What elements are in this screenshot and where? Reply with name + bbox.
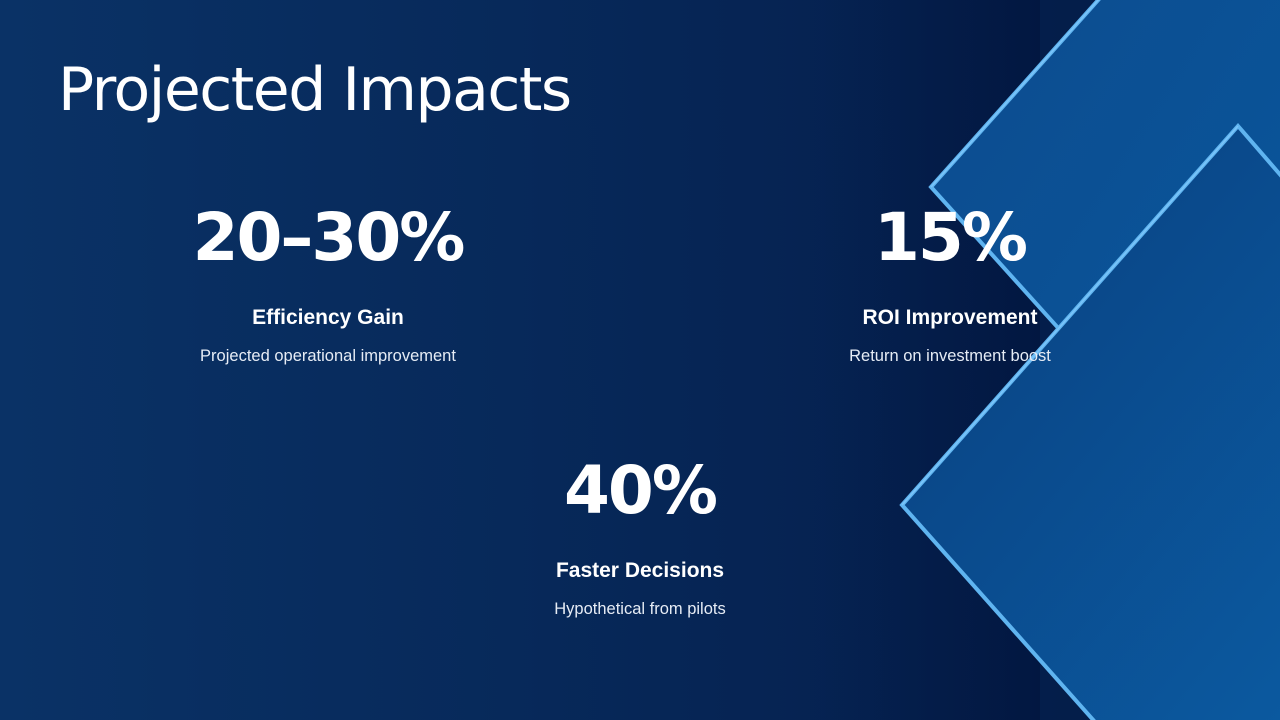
stat-label: ROI Improvement bbox=[862, 306, 1038, 329]
stat-efficiency-gain: 20–30% Efficiency Gain Projected operati… bbox=[118, 198, 538, 366]
page-title: Projected Impacts bbox=[58, 55, 572, 125]
stat-value: 40% bbox=[564, 452, 718, 529]
stat-value: 20–30% bbox=[192, 199, 466, 276]
front-diamond-highlight bbox=[901, 125, 1239, 506]
stat-label: Faster Decisions bbox=[555, 559, 725, 582]
stat-description: Projected operational improvement bbox=[200, 347, 456, 365]
stat-value: 15% bbox=[874, 199, 1028, 276]
stat-description: Return on investment boost bbox=[849, 347, 1051, 365]
stat-faster-decisions: 40% Faster Decisions Hypothetical from p… bbox=[430, 451, 850, 619]
back-diamond-highlight bbox=[930, 0, 1100, 188]
stat-description: Hypothetical from pilots bbox=[554, 600, 726, 618]
stat-label: Efficiency Gain bbox=[252, 306, 404, 329]
stat-roi-improvement: 15% ROI Improvement Return on investment… bbox=[740, 198, 1160, 366]
